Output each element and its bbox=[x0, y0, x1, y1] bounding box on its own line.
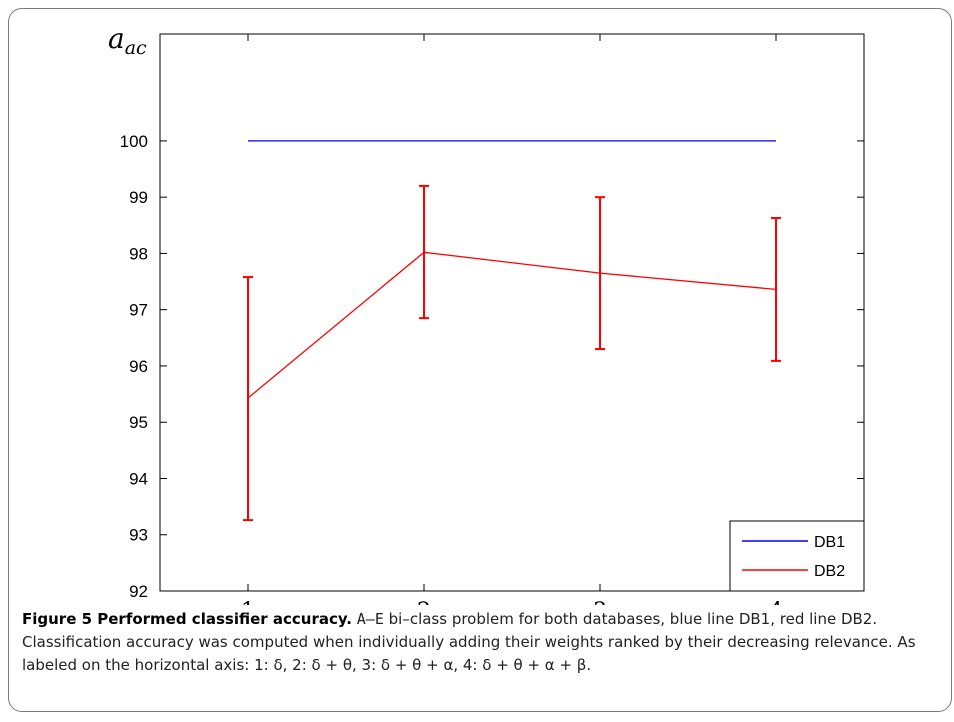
y-tick-label: 96 bbox=[129, 357, 148, 376]
legend-label: DB1 bbox=[814, 534, 845, 551]
x-tick-label: 4 bbox=[769, 599, 783, 605]
series-layer bbox=[243, 140, 781, 522]
error-bar bbox=[771, 216, 781, 362]
caption-body: bi–class problem for both databases, blu… bbox=[22, 610, 916, 674]
error-bar bbox=[243, 276, 253, 522]
y-tick-label: 95 bbox=[129, 413, 148, 432]
caption-code: A–E bbox=[356, 610, 384, 628]
y-tick-label: 93 bbox=[129, 526, 148, 545]
y-tick-label: 100 bbox=[120, 132, 148, 151]
x-axis-ticks: 1 2 3 4 bbox=[241, 34, 783, 605]
legend: DB1 DB2 bbox=[729, 520, 865, 592]
figure-caption: Figure 5 Performed classifier accuracy. … bbox=[22, 608, 937, 677]
y-tick-label: 98 bbox=[129, 244, 148, 263]
caption-title: Figure 5 Performed classifier accuracy. bbox=[22, 610, 352, 628]
error-bar bbox=[419, 184, 429, 320]
y-axis-ticks: 92 93 94 95 96 97 98 99 100 bbox=[120, 132, 864, 601]
x-tick-label: 2 bbox=[417, 599, 431, 605]
y-tick-label: 94 bbox=[129, 469, 148, 488]
plot-axes bbox=[159, 33, 865, 592]
y-tick-label: 92 bbox=[129, 582, 148, 601]
y-tick-label: 99 bbox=[129, 188, 148, 207]
x-tick-label: 1 bbox=[241, 599, 255, 605]
error-bar bbox=[595, 196, 605, 351]
plot-frame bbox=[159, 33, 865, 592]
series-line-db2 bbox=[247, 251, 777, 399]
accuracy-chart: 92 93 94 95 96 97 98 99 100 1 2 3 4 aac DB1 DB2 bbox=[108, 22, 865, 605]
figure-frame bbox=[8, 8, 952, 712]
legend-box bbox=[729, 520, 865, 592]
x-tick-label: 3 bbox=[593, 599, 607, 605]
legend-label: DB2 bbox=[814, 563, 845, 580]
y-axis-label: aac bbox=[108, 22, 147, 59]
y-tick-label: 97 bbox=[129, 301, 148, 320]
